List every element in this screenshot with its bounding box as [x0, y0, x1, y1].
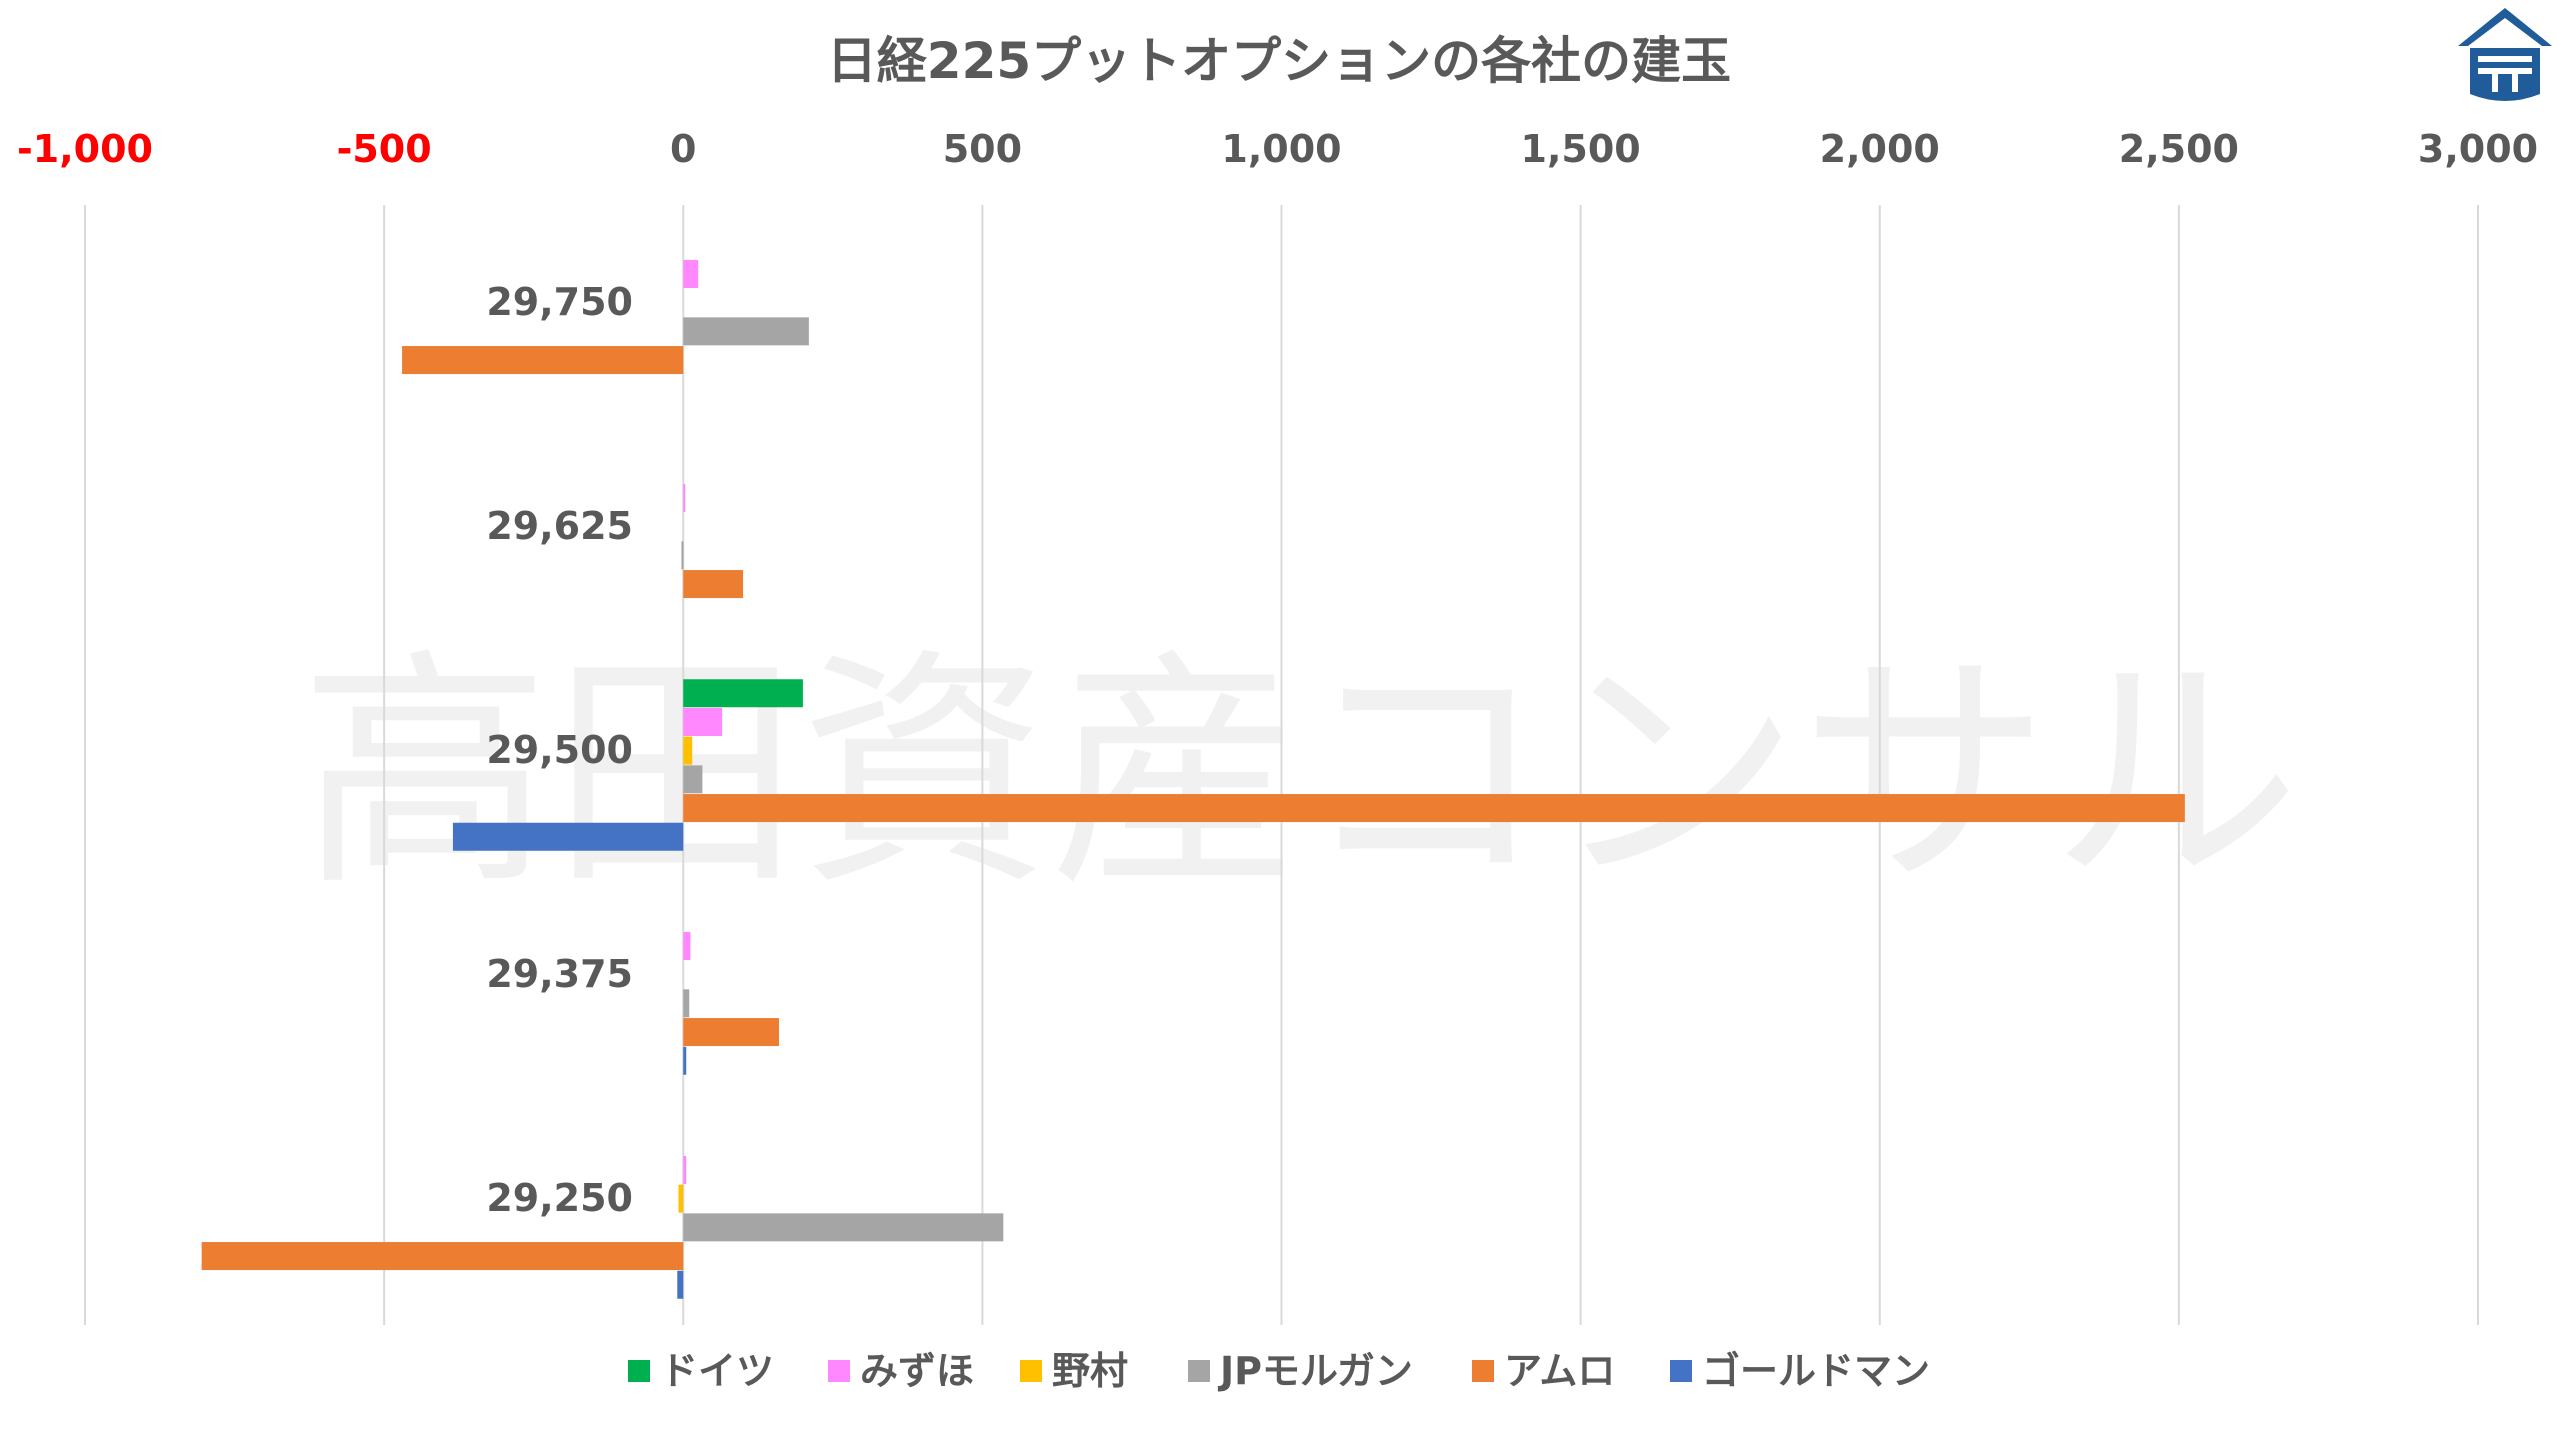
category-label: 29,250 — [486, 1176, 633, 1220]
bar — [683, 989, 690, 1018]
bar — [683, 483, 686, 512]
bar — [683, 679, 803, 708]
category-label: 29,750 — [486, 280, 633, 324]
x-tick-label: 2,000 — [1820, 127, 1940, 171]
chart-title: 日経225プットオプションの各社の建玉 — [827, 32, 1731, 90]
bar — [683, 259, 699, 288]
bar — [683, 317, 809, 346]
bar — [681, 541, 684, 570]
legend-label: JPモルガン — [1217, 1349, 1413, 1393]
legend-label: 野村 — [1052, 1349, 1128, 1393]
bar — [683, 1213, 1004, 1242]
legend-swatch — [628, 1360, 650, 1382]
legend: ドイツ みずほ 野村 JPモルガン アムロ ゴールドマン — [628, 1349, 1930, 1393]
bar — [678, 1184, 684, 1213]
bar — [452, 822, 684, 851]
category-label: 29,500 — [486, 728, 633, 772]
x-tick-label: -1,000 — [17, 127, 153, 171]
bar — [683, 1018, 779, 1047]
x-tick-label: 0 — [670, 127, 696, 171]
building-logo-icon — [2458, 8, 2552, 101]
gridlines — [84, 205, 2479, 1325]
category-labels: 29,750 29,625 29,500 29,375 29,250 — [486, 280, 633, 1220]
legend-label: アムロ — [1504, 1349, 1615, 1393]
watermark-text: 高田資産コンサル — [300, 628, 2300, 919]
x-tick-label: 2,500 — [2119, 127, 2239, 171]
bar — [683, 765, 703, 794]
bar — [683, 736, 693, 765]
legend-swatch — [1188, 1360, 1210, 1382]
legend-label: ゴールドマン — [1702, 1349, 1930, 1393]
bar — [201, 1242, 684, 1271]
x-tick-label: -500 — [337, 127, 432, 171]
bar — [402, 346, 684, 375]
bar — [683, 707, 723, 736]
bar — [683, 570, 744, 599]
watermark: 高田資産コンサル — [300, 628, 2300, 919]
legend-swatch — [1020, 1360, 1042, 1382]
category-label: 29,625 — [486, 504, 633, 548]
bar — [683, 1155, 687, 1184]
legend-swatch — [828, 1360, 850, 1382]
x-tick-label: 1,000 — [1221, 127, 1341, 171]
bar — [683, 931, 691, 960]
legend-label: みずほ — [860, 1349, 974, 1393]
bar — [683, 794, 2185, 823]
x-tick-label: 500 — [943, 127, 1022, 171]
bars — [201, 259, 2185, 1299]
legend-swatch — [1472, 1360, 1494, 1382]
bar — [683, 1046, 687, 1075]
x-axis-tick-labels: -1,000 -500 0 500 1,000 1,500 2,000 2,500 3,000 — [17, 127, 2538, 171]
x-tick-label: 1,500 — [1521, 127, 1641, 171]
x-tick-label: 3,000 — [2418, 127, 2538, 171]
legend-label: ドイツ — [660, 1349, 774, 1393]
bar — [677, 1270, 684, 1299]
legend-swatch — [1670, 1360, 1692, 1382]
category-label: 29,375 — [486, 952, 633, 996]
